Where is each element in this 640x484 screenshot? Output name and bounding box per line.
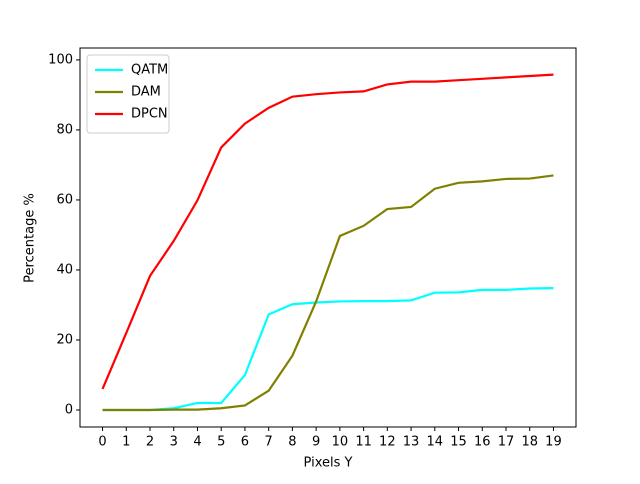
legend-label: DPCN — [131, 107, 168, 122]
x-axis-label: Pixels Y — [304, 456, 353, 471]
y-tick-label: 0 — [65, 402, 73, 417]
x-tick-label: 1 — [122, 435, 130, 450]
x-tick-label: 19 — [545, 435, 562, 450]
x-tick-label: 8 — [288, 435, 296, 450]
line — [101, 73, 554, 390]
x-tick-label: 7 — [265, 435, 273, 450]
line — [102, 174, 554, 412]
x-tick-label: 16 — [474, 435, 491, 450]
x-tick-label: 18 — [521, 435, 538, 450]
x-tick-label: 12 — [379, 435, 396, 450]
x-tick-label: 5 — [217, 435, 225, 450]
x-tick-label: 6 — [241, 435, 249, 450]
x-tick-label: 17 — [498, 435, 515, 450]
x-tick-label: 11 — [355, 435, 372, 450]
x-tick-label: 13 — [403, 435, 420, 450]
y-tick-label: 20 — [56, 332, 73, 347]
y-tick-label: 40 — [56, 262, 73, 277]
y-tick-label: 60 — [56, 192, 73, 207]
x-tick-label: 9 — [312, 435, 320, 450]
y-tick-label: 100 — [48, 52, 73, 67]
y-axis-label: Percentage % — [23, 193, 38, 283]
x-tick-label: 2 — [146, 435, 154, 450]
legend-label: DAM — [131, 85, 161, 100]
legend-label: QATM — [131, 63, 168, 78]
x-tick-label: 3 — [170, 435, 178, 450]
y-tick-label: 80 — [56, 122, 73, 137]
x-tick-label: 14 — [427, 435, 444, 450]
x-tick-label: 4 — [193, 435, 201, 450]
x-tick-label: 10 — [332, 435, 349, 450]
x-tick-label: 15 — [450, 435, 467, 450]
x-tick-label: 0 — [98, 435, 106, 450]
line — [102, 287, 554, 412]
plot-frame — [79, 47, 577, 428]
